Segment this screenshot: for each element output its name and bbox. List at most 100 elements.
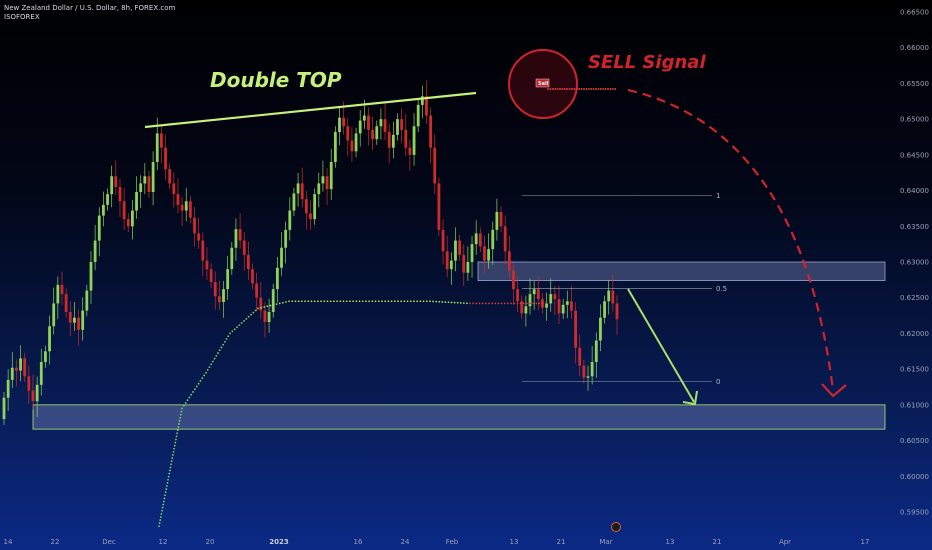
ma-dot: [188, 396, 191, 399]
candle-body: [193, 217, 196, 234]
x-axis: 14 22 Dec 12 20 2023 16 24 Feb 13 21 Mar 13 21 Apr 17: [4, 522, 869, 546]
candle-body: [85, 290, 89, 311]
y-tick-label: 0.65500: [900, 80, 929, 88]
ma-dot: [179, 413, 182, 416]
x-tick-label: 12: [159, 538, 168, 546]
ma-dot: [240, 322, 243, 324]
ma-dot: [466, 302, 468, 305]
candle-body: [491, 229, 495, 250]
ma-dot: [252, 311, 255, 314]
candle-body: [325, 176, 329, 190]
candle-body: [176, 194, 180, 205]
ma-dot: [432, 300, 434, 303]
candle-body: [217, 296, 221, 302]
ma-dot: [459, 302, 462, 304]
ma-dot: [469, 302, 471, 305]
ma-dot: [225, 338, 228, 340]
sell-badge: [535, 78, 550, 88]
y-tick-label: 0.65000: [900, 116, 929, 124]
candle-body: [180, 204, 184, 211]
ma-dot: [197, 382, 200, 385]
candle-body: [39, 362, 43, 385]
sell-marker-dot: [592, 88, 595, 90]
ma-dot: [345, 300, 348, 303]
ma-dot: [175, 438, 177, 441]
ma-dot: [450, 301, 453, 304]
ma-dot: [488, 302, 490, 305]
candle-body: [259, 297, 263, 311]
sell-marker-dot: [561, 88, 564, 90]
sell-marker-dot: [573, 88, 576, 90]
sell-marker-dot: [549, 88, 552, 90]
ma-dot: [278, 302, 281, 305]
sell-marker-dot: [609, 88, 612, 90]
ma-dot: [416, 300, 419, 303]
x-tick-label: 14: [4, 538, 13, 546]
ma-dot: [406, 300, 409, 303]
candle-body: [44, 351, 47, 362]
ma-dot: [182, 404, 185, 407]
candle-body: [549, 294, 553, 304]
ma-dot: [438, 300, 441, 303]
candle-body: [553, 294, 557, 300]
candle-body: [304, 199, 308, 214]
ma-dot: [165, 485, 168, 487]
ma-dot: [169, 466, 172, 469]
candle-body: [400, 119, 404, 130]
candle-body: [60, 284, 64, 295]
ma-dot: [167, 475, 170, 478]
candle-body: [143, 176, 147, 184]
candle-body: [495, 212, 499, 230]
ma-dot: [174, 441, 177, 444]
candle-body: [48, 326, 51, 352]
y-tick-label: 0.62500: [900, 294, 929, 302]
candle-body: [470, 244, 474, 262]
candle-body: [81, 310, 85, 330]
sell-signal-label: SELL Signal: [588, 52, 706, 73]
candle-body: [197, 233, 201, 241]
candle-body: [139, 183, 143, 192]
ma-dot: [310, 300, 313, 303]
candle-body: [466, 262, 470, 273]
x-tick-label: 21: [713, 538, 722, 546]
ma-dot: [500, 302, 503, 305]
y-tick-label: 0.59500: [900, 509, 929, 517]
candle-body: [483, 246, 486, 261]
zones-layer: [32, 261, 886, 430]
sell-marker-dot: [554, 88, 557, 90]
sell-badge-label: Sell: [538, 81, 549, 87]
ma-dot: [491, 302, 494, 305]
candle-body: [15, 367, 18, 371]
candle-body: [520, 301, 524, 314]
candle-body: [516, 289, 519, 302]
ma-dot: [522, 302, 525, 305]
y-tick-label: 0.64000: [900, 187, 929, 195]
ma-dot: [220, 346, 223, 349]
candle-body: [19, 358, 22, 371]
ma-dot: [429, 300, 431, 303]
x-tick-label: 22: [51, 538, 60, 546]
candle-body: [242, 240, 246, 255]
candle-body: [528, 294, 532, 307]
ma-dot: [203, 374, 206, 377]
sell-marker-dot: [611, 88, 614, 90]
sell-marker-dot: [556, 88, 559, 90]
x-tick-label: Apr: [779, 538, 791, 546]
candle-body: [441, 229, 445, 252]
y-tick-label: 0.60500: [900, 437, 929, 445]
candle-body: [27, 376, 31, 391]
candle-body: [387, 132, 391, 148]
ma-dot: [349, 300, 351, 303]
ma-dot: [538, 302, 541, 305]
sell-marker-dot: [568, 88, 571, 90]
ma-dot: [173, 447, 176, 450]
x-tick-label: Dec: [102, 538, 116, 546]
candle-body: [362, 115, 366, 121]
ma-dot: [176, 429, 179, 432]
ma-dot: [313, 300, 316, 303]
ma-dot: [342, 300, 345, 303]
candle-body: [309, 213, 312, 220]
candle-body: [404, 129, 408, 148]
sell-marker-dot: [566, 88, 569, 90]
